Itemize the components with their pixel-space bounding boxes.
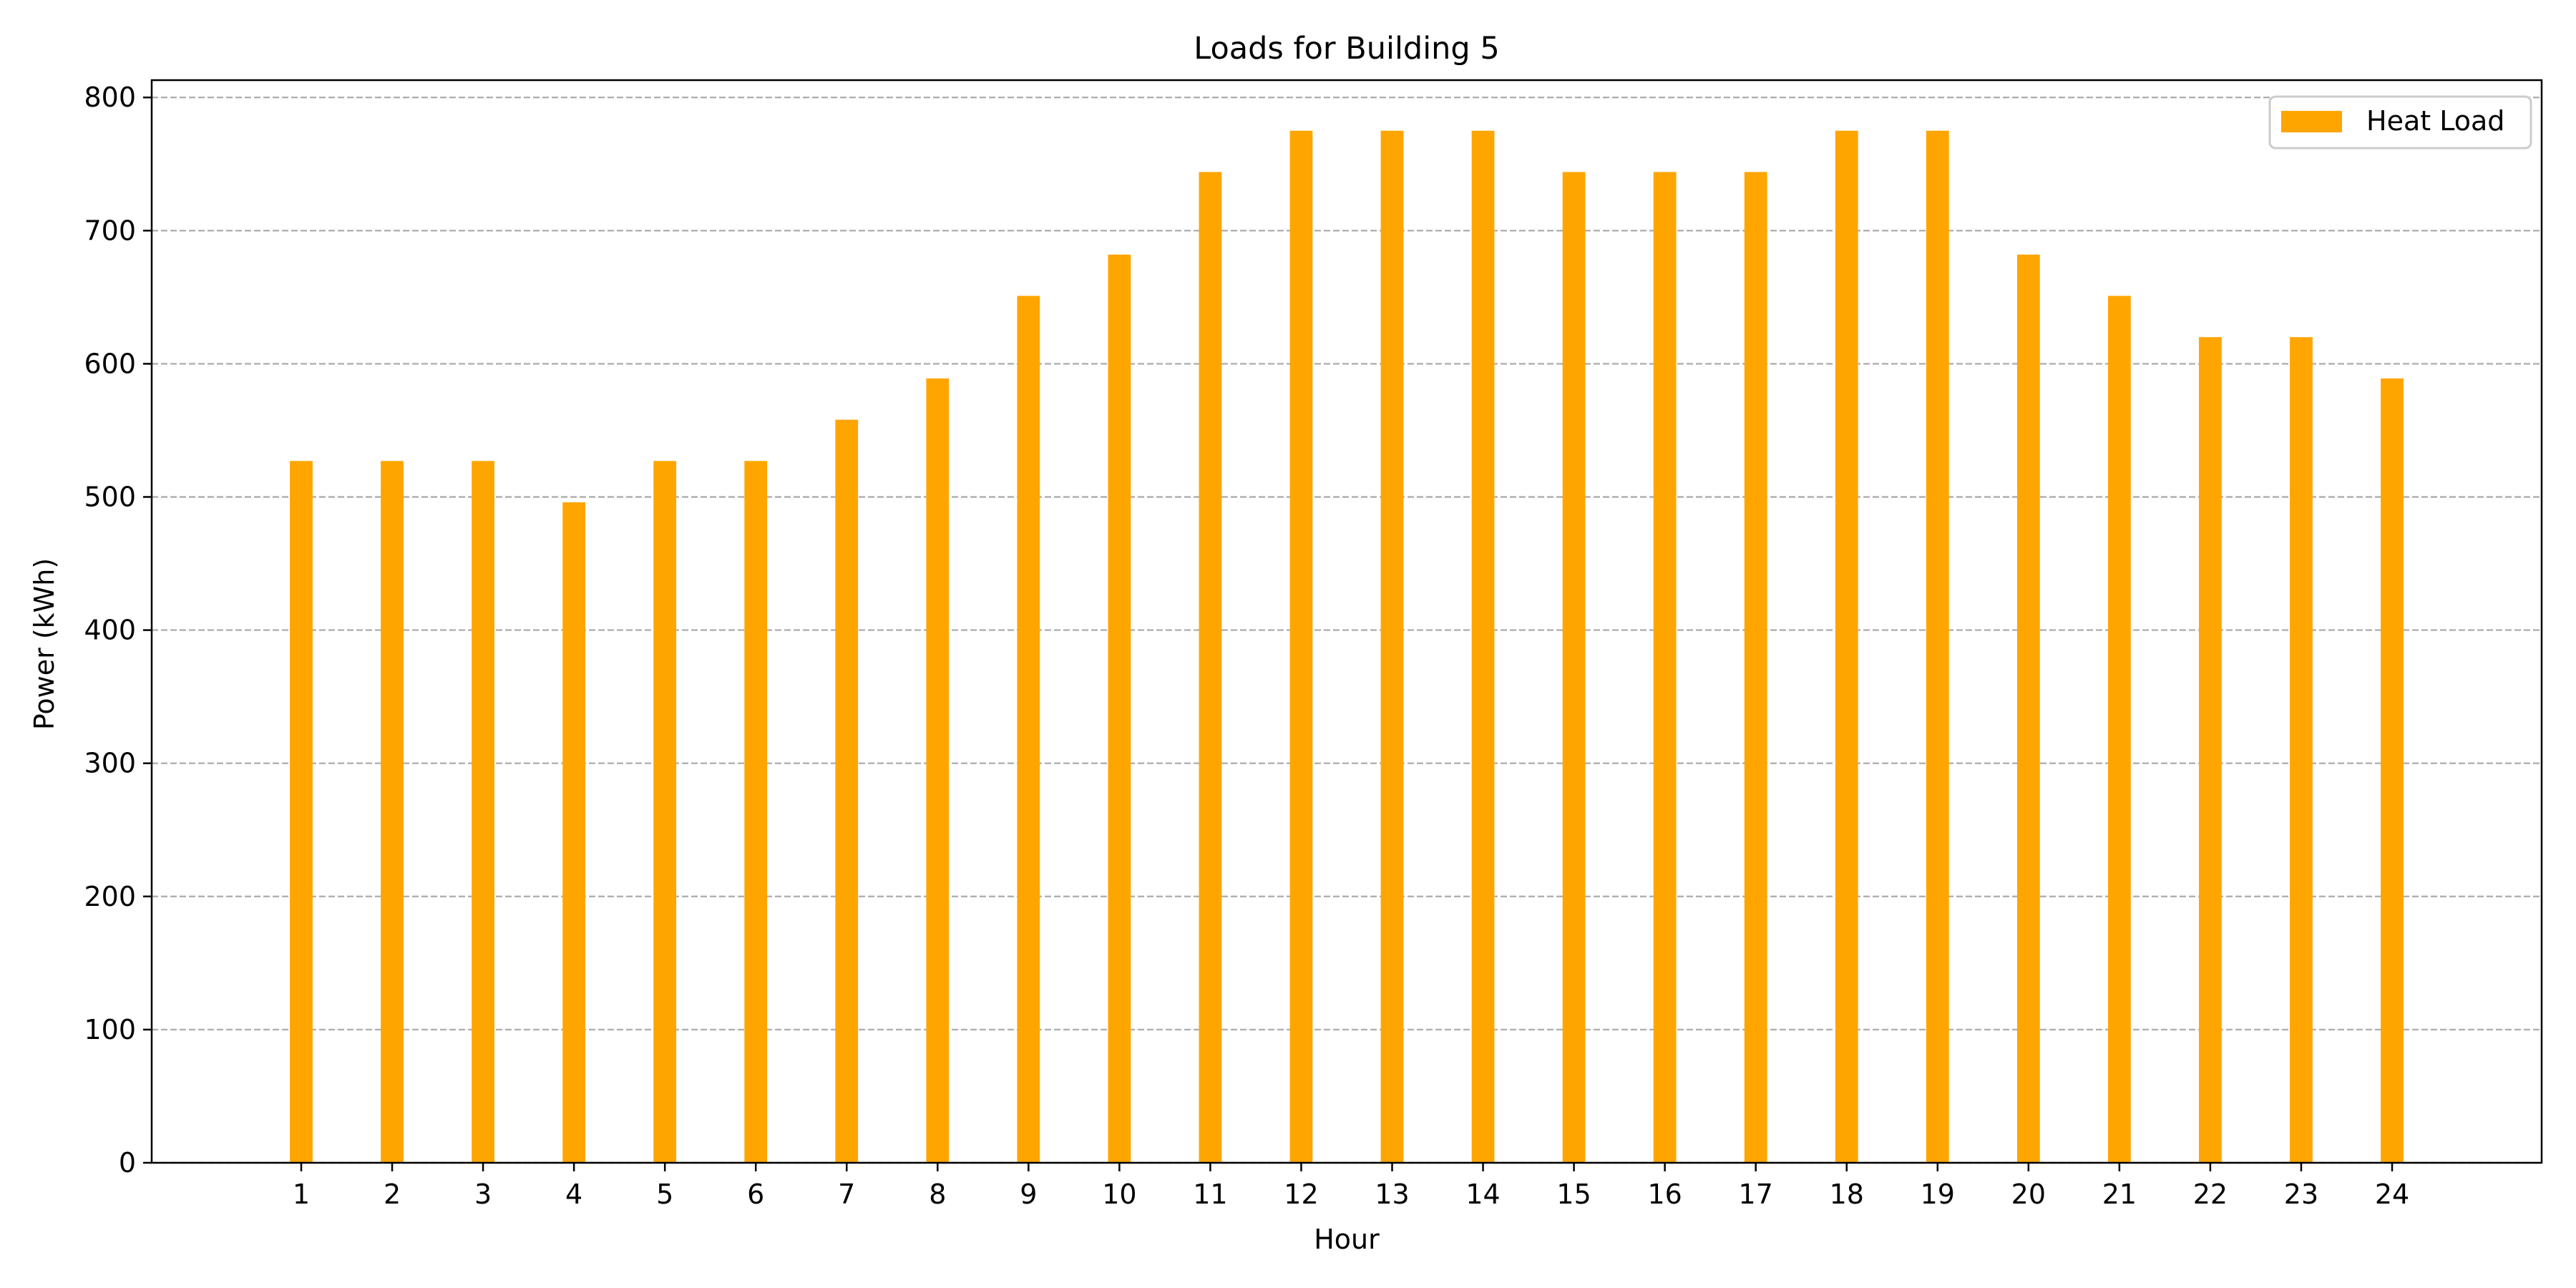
bar-hour-7 (835, 419, 859, 1163)
bar-hour-6 (744, 461, 768, 1163)
x-tick-label: 7 (838, 1179, 855, 1210)
x-tick-label: 10 (1102, 1179, 1136, 1210)
bar-hour-4 (562, 502, 586, 1163)
x-tick-label: 6 (747, 1179, 764, 1210)
plot-frame (150, 79, 2543, 1164)
x-tick-label: 4 (565, 1179, 582, 1210)
bar-hour-8 (926, 378, 950, 1163)
x-tick-label: 17 (1739, 1179, 1773, 1210)
legend-label-heat-load: Heat Load (2366, 105, 2504, 137)
x-tick-label: 8 (929, 1179, 946, 1210)
bar-hour-20 (2016, 254, 2040, 1163)
bars (290, 130, 2404, 1163)
bar-hour-18 (1835, 130, 1858, 1163)
y-tick-label: 0 (119, 1147, 136, 1179)
bar-hour-16 (1653, 172, 1677, 1163)
chart-title: Loads for Building 5 (1194, 31, 1499, 67)
y-tick-label: 700 (84, 215, 136, 246)
bar-hour-3 (472, 461, 494, 1163)
bar-hour-2 (381, 461, 404, 1163)
y-tick-label: 400 (84, 615, 136, 646)
bar-hour-23 (2290, 337, 2313, 1163)
legend-frame (2268, 95, 2532, 150)
y-tick-label: 500 (84, 481, 136, 512)
x-tick-label: 12 (1284, 1179, 1318, 1210)
x-tick-label: 15 (1556, 1179, 1591, 1210)
y-tick-label: 300 (84, 748, 136, 779)
x-tick-label: 16 (1647, 1179, 1682, 1210)
x-tick-label: 18 (1830, 1179, 1864, 1210)
x-tick-label: 1 (293, 1179, 310, 1210)
y-tick-label: 800 (84, 82, 136, 113)
axes (143, 79, 2543, 1171)
x-tick-label: 9 (1020, 1179, 1037, 1210)
bar-hour-15 (1562, 172, 1586, 1163)
y-tick-label: 600 (84, 348, 136, 379)
x-tick-label: 22 (2193, 1179, 2228, 1210)
bar-hour-24 (2381, 378, 2404, 1163)
bar-hour-1 (290, 461, 313, 1163)
y-tick-label: 100 (84, 1014, 136, 1045)
x-tick-label: 2 (384, 1179, 401, 1210)
bar-hour-21 (2107, 296, 2131, 1163)
x-tick-label: 20 (2011, 1179, 2046, 1210)
x-tick-label: 14 (1465, 1179, 1500, 1210)
legend-swatch-heat-load (2281, 111, 2342, 132)
bar-hour-14 (1471, 130, 1495, 1163)
bar-hour-19 (1926, 130, 1949, 1163)
bar-hour-17 (1744, 172, 1767, 1163)
x-tick-label: 5 (656, 1179, 673, 1210)
bar-hour-10 (1108, 254, 1131, 1163)
x-tick-label: 23 (2284, 1179, 2318, 1210)
bar-hour-11 (1199, 172, 1222, 1163)
x-tick-label: 19 (1921, 1179, 1955, 1210)
bar-hour-9 (1017, 296, 1040, 1163)
legend: Heat Load (2268, 95, 2532, 150)
x-tick-label: 11 (1193, 1179, 1227, 1210)
y-tick-label: 200 (84, 881, 136, 912)
bar-hour-5 (653, 461, 677, 1163)
y-axis-label: Power (kWh) (29, 558, 60, 730)
bar-hour-22 (2199, 337, 2222, 1163)
bar-hour-13 (1380, 130, 1404, 1163)
x-tick-label: 21 (2102, 1179, 2137, 1210)
bar-hour-12 (1289, 130, 1313, 1163)
x-tick-label: 13 (1375, 1179, 1409, 1210)
x-tick-label: 24 (2375, 1179, 2409, 1210)
x-tick-label: 3 (474, 1179, 492, 1210)
x-axis-label: Hour (1314, 1224, 1380, 1255)
